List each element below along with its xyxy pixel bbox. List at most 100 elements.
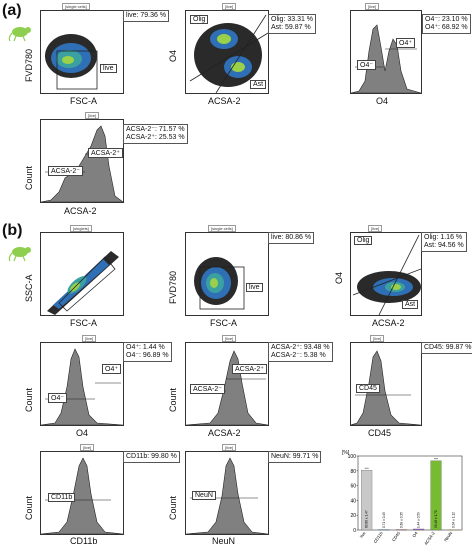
plot-header: [single cells] [208, 225, 236, 232]
gate-label-acsa2-pos: ACSA-2⁺ [88, 148, 123, 158]
summary-bar-chart: [%] 100 80 60 40 20 0 80.86 ± 1.47 live 0.71 ± 0.… [340, 448, 468, 548]
plot-header: [live] [222, 444, 237, 451]
bar-value-label: 80.86 ± 1.47 [365, 510, 369, 528]
x-axis-label: CD11b [70, 536, 98, 546]
gate-label-olig: Olig [190, 15, 209, 24]
gate-label-neun: NeuN [192, 491, 216, 500]
bar-value-label: 1.44 ± 0.59 [417, 512, 421, 528]
y-tick-label: 0 [353, 528, 356, 534]
bar [395, 529, 407, 531]
histogram-neun [185, 451, 269, 535]
plot-header: [live] [368, 225, 383, 232]
stat-box: live: 80.86 % [268, 232, 315, 244]
y-axis-label: O4 [168, 49, 178, 62]
histogram-o4-b [40, 342, 124, 426]
bar-value-label: 0.71 ± 0.45 [382, 512, 386, 528]
x-axis-label: ACSA-2 [64, 206, 97, 216]
dot-plot-olig-ast-b [350, 232, 422, 316]
stat-box: ACSA-2⁺: 93.48 % ACSA-2⁻: 5.38 % [268, 342, 333, 362]
gate-label-cd11b: CD11b [48, 493, 76, 502]
panel-a-label: (a) [2, 2, 22, 19]
x-axis-label: NeuN [212, 536, 236, 546]
gate-label-olig: Olig [354, 236, 373, 245]
stat-box: CD11b: 99.80 % [123, 451, 180, 463]
x-tick-label: CD45 [391, 530, 402, 542]
stat-box: Olig: 1.16 % Ast: 94.56 % [421, 232, 467, 252]
y-axis-label: Count [168, 387, 178, 412]
gate-label-acsa2-pos: ACSA-2⁺ [232, 364, 267, 374]
gate-label-o4-pos: O4⁺ [396, 38, 416, 48]
bar-value-label: 0.69 ± 0.35 [399, 512, 403, 528]
chart-frame [357, 455, 463, 531]
x-axis-label: ACSA-2 [372, 318, 405, 328]
gate-label-live: live [100, 64, 117, 73]
dot-plot-singlets [40, 232, 124, 316]
gate-label-cd45: CD45 [356, 384, 380, 393]
mouse-icon [8, 22, 34, 42]
bar [413, 528, 425, 531]
y-axis-label: FVD780 [168, 270, 178, 304]
plot-header: [live] [222, 335, 237, 342]
y-tick-label: 100 [348, 454, 357, 460]
y-axis-label: Count [24, 387, 34, 412]
stat-box: O4⁻: 23.10 % O4⁺: 68.92 % [422, 14, 471, 34]
x-tick-label: ACSA-2 [423, 530, 436, 546]
stat-box: ACSA-2⁻: 71.57 % ACSA-2⁺: 25.53 % [123, 124, 188, 144]
x-axis-label: ACSA-2 [208, 428, 241, 438]
y-axis-label: O4 [334, 271, 344, 284]
panel-b-label: (b) [2, 222, 23, 239]
bar [447, 529, 459, 531]
stat-box: live: 79.36 % [123, 10, 170, 22]
plot-header: [live] [80, 444, 95, 451]
bar-value-label: 0.34 ± 1.12 [451, 512, 455, 528]
stat-box: NeuN: 99.71 % [268, 451, 322, 463]
x-axis-label: O4 [376, 96, 389, 106]
y-tick-label: 60 [350, 484, 356, 490]
y-axis-label: Count [24, 495, 34, 520]
y-axis-label: FVD780 [24, 48, 34, 82]
stat-box: Olig: 33.31 % Ast: 59.87 % [268, 14, 317, 34]
bar [430, 460, 442, 531]
x-tick-label: NeuN [443, 531, 453, 543]
histogram-cd11b [40, 451, 124, 535]
stat-box: O4⁺: 1.44 % O4⁻: 96.89 % [123, 342, 172, 362]
plot-header: [singlets] [70, 225, 92, 232]
plot-header: [live] [222, 3, 237, 10]
dot-plot-live-gate-a [40, 10, 124, 94]
plot-header: [live] [370, 335, 385, 342]
gate-label-ast: Ast [250, 80, 267, 89]
mouse-icon [8, 242, 34, 262]
dot-plot-live-gate-b [185, 232, 269, 316]
x-tick-label: live [359, 530, 367, 539]
bar-value-label: 93.48 ± 1.70 [434, 510, 438, 528]
x-axis-label: CD45 [368, 428, 392, 438]
bar [361, 469, 373, 531]
x-axis-label: FSC-A [70, 318, 97, 328]
x-axis-label: O4 [76, 428, 89, 438]
y-axis-label: Count [168, 495, 178, 520]
histogram-acsa2-b [185, 342, 269, 426]
x-axis-label: FSC-A [210, 318, 237, 328]
gate-label-o4-neg: O4⁻ [357, 60, 377, 70]
x-tick-label: CD11b [372, 530, 384, 544]
histogram-acsa2-a [40, 119, 124, 203]
x-axis-label: FSC-A [70, 96, 97, 106]
dot-plot-olig-ast-a [185, 10, 269, 94]
gate-label-o4-pos: O4⁺ [102, 364, 122, 374]
gate-label-live: live [246, 283, 263, 292]
y-axis-label: SSC-A [24, 274, 34, 302]
plot-header: [live] [82, 335, 97, 342]
gate-label-acsa2-neg: ACSA-2⁻ [48, 166, 83, 176]
y-axis-label: [%] [342, 450, 350, 456]
gate-label-ast: Ast [402, 300, 419, 309]
y-axis-label: Count [24, 165, 34, 190]
x-tick-label: O4 [411, 530, 419, 538]
bar [378, 529, 390, 531]
plot-header: [single cells] [62, 3, 90, 10]
plot-header: [live] [365, 3, 380, 10]
plot-header: [live] [85, 112, 100, 119]
y-tick-label: 40 [350, 498, 356, 504]
y-tick-label: 20 [350, 513, 356, 519]
stat-box: CD45: 99.87 % [421, 342, 472, 354]
y-tick-label: 80 [350, 469, 356, 475]
